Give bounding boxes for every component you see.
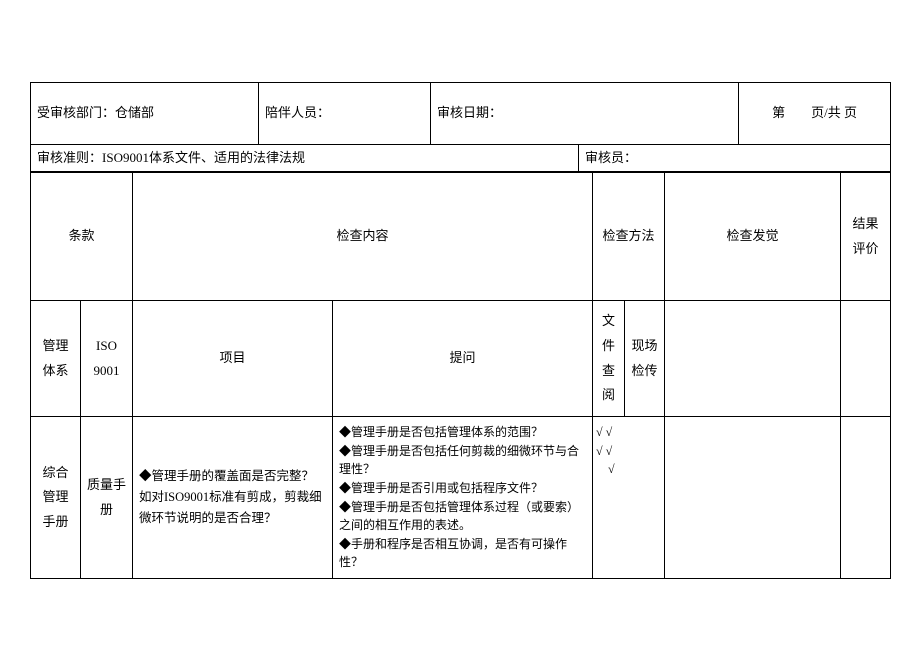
col-clause: 条款	[31, 173, 133, 301]
dept-label: 受审核部门：	[37, 105, 115, 120]
col-content: 检查内容	[133, 173, 593, 301]
r1-q3: ◆管理手册是否引用或包括程序文件？	[339, 479, 586, 498]
sub-sys: 管理体系	[31, 301, 81, 417]
sub-project: 项目	[133, 301, 333, 417]
r1-q5: ◆手册和程序是否相互协调，是否有可操作性？	[339, 535, 586, 572]
main-table: 条款 检查内容 检查方法 检查发觉 结果评价 管理体系 ISO 9001 项目 …	[30, 172, 891, 579]
r1-chk2: √ √	[596, 442, 664, 461]
dept-value: 仓储部	[115, 105, 154, 120]
auditor-cell: 审核员：	[579, 145, 891, 172]
date-cell: 审核日期：	[431, 83, 739, 145]
escort-cell: 陪伴人员：	[259, 83, 431, 145]
sub-doc: 文件查阅	[593, 301, 625, 417]
r1-checks: √ √ √ √ √	[593, 417, 665, 579]
audit-form: 受审核部门：仓储部 陪伴人员： 审核日期： 第 页/共 页 审核准则：ISO90…	[30, 82, 890, 579]
sub-iso: ISO 9001	[81, 301, 133, 417]
criteria-cell: 审核准则：ISO9001体系文件、适用的法律法规	[31, 145, 579, 172]
r1-q2: ◆管理手册是否包括任何剪裁的细微环节与合理性？	[339, 442, 586, 479]
r1-questions: ◆管理手册是否包括管理体系的范围？ ◆管理手册是否包括任何剪裁的细微环节与合理性…	[333, 417, 593, 579]
col-finding: 检查发觉	[665, 173, 841, 301]
r1-q4: ◆管理手册是否包括管理体系过程（或要索）之间的相互作用的表述。	[339, 498, 586, 535]
criteria-value: ISO9001体系文件、适用的法律法规	[102, 150, 305, 165]
r1-chk1: √ √	[596, 423, 664, 442]
sub-site: 现场检传	[625, 301, 665, 417]
r1-finding	[665, 417, 841, 579]
r1-q1: ◆管理手册是否包括管理体系的范围？	[339, 423, 586, 442]
page-cell: 第 页/共 页	[739, 83, 891, 145]
r1-chk3: √	[596, 460, 664, 479]
r1-c1: 综合管理手册	[31, 417, 81, 579]
criteria-label: 审核准则：	[37, 150, 102, 165]
r1-c2: 质量手册	[81, 417, 133, 579]
header-table: 受审核部门：仓储部 陪伴人员： 审核日期： 第 页/共 页 审核准则：ISO90…	[30, 82, 891, 172]
sub-finding-empty	[665, 301, 841, 417]
col-result: 结果评价	[841, 173, 891, 301]
dept-cell: 受审核部门：仓储部	[31, 83, 259, 145]
r1-project: ◆管理手册的覆盖面是否完整？如对ISO9001标准有剪成，剪裁细微环节说明的是否…	[133, 417, 333, 579]
r1-result	[841, 417, 891, 579]
sub-question: 提问	[333, 301, 593, 417]
col-method: 检查方法	[593, 173, 665, 301]
sub-result-empty	[841, 301, 891, 417]
